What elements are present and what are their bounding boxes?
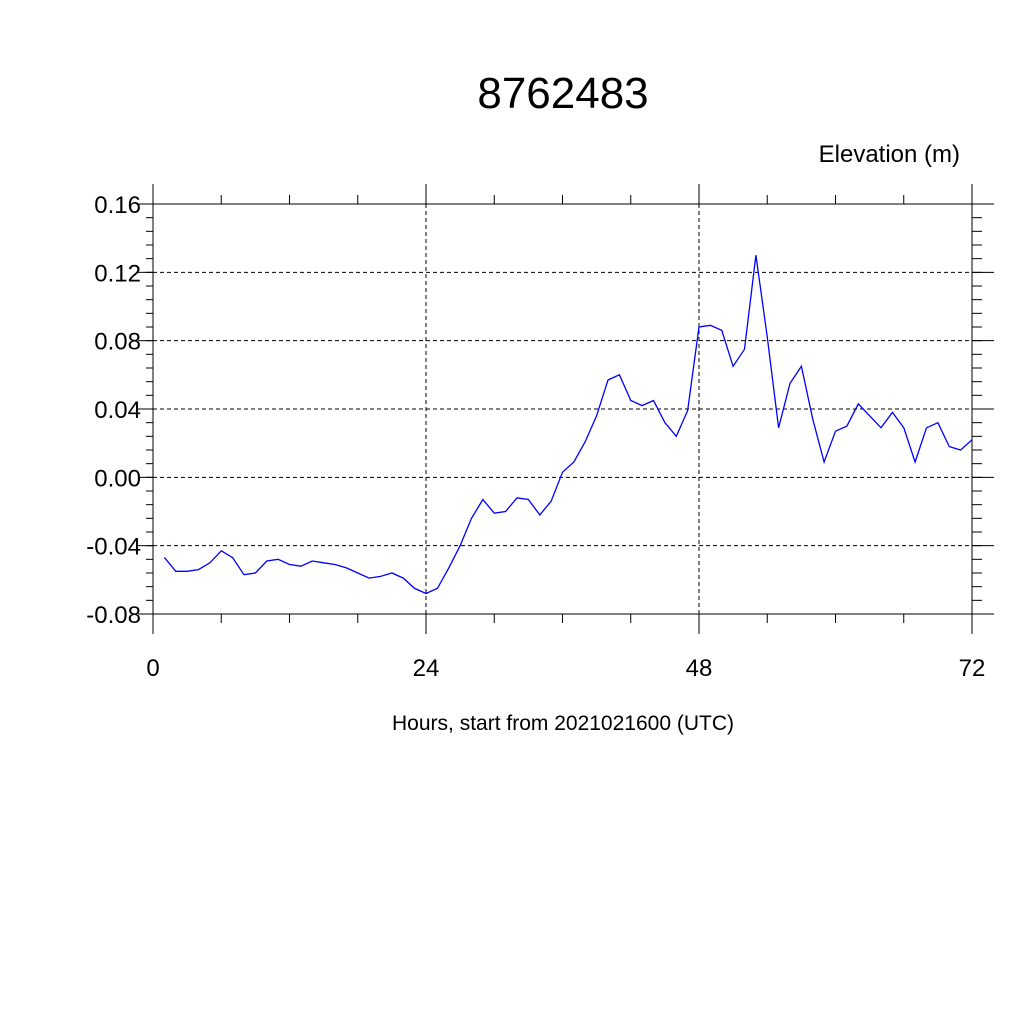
x-tick-labels: 0 24 48 72 (146, 655, 985, 682)
x-tick-label: 0 (146, 655, 159, 682)
y-tick-label: -0.08 (86, 602, 141, 629)
series-line-elevation (163, 255, 973, 595)
y-tick-label: 0.08 (94, 329, 141, 356)
y-tick-label: 0.12 (94, 260, 141, 287)
x-tick-label: 48 (686, 655, 713, 682)
plot-frame (152, 203, 973, 615)
grid-lines (153, 203, 972, 614)
x-tick-label: 24 (413, 655, 440, 682)
axis-ticks (138, 184, 994, 634)
y-tick-labels: -0.08 -0.04 0.00 0.04 0.08 0.12 0.16 (86, 192, 141, 629)
corner-label: Elevation (m) (819, 141, 960, 168)
y-tick-label: 0.16 (94, 192, 141, 219)
y-tick-label: 0.04 (94, 397, 141, 424)
chart-title: 8762483 (477, 69, 648, 118)
x-axis-label: Hours, start from 2021021600 (UTC) (392, 712, 734, 735)
y-tick-label: 0.00 (94, 465, 141, 492)
x-tick-label: 72 (959, 655, 986, 682)
y-tick-label: -0.04 (86, 534, 141, 561)
